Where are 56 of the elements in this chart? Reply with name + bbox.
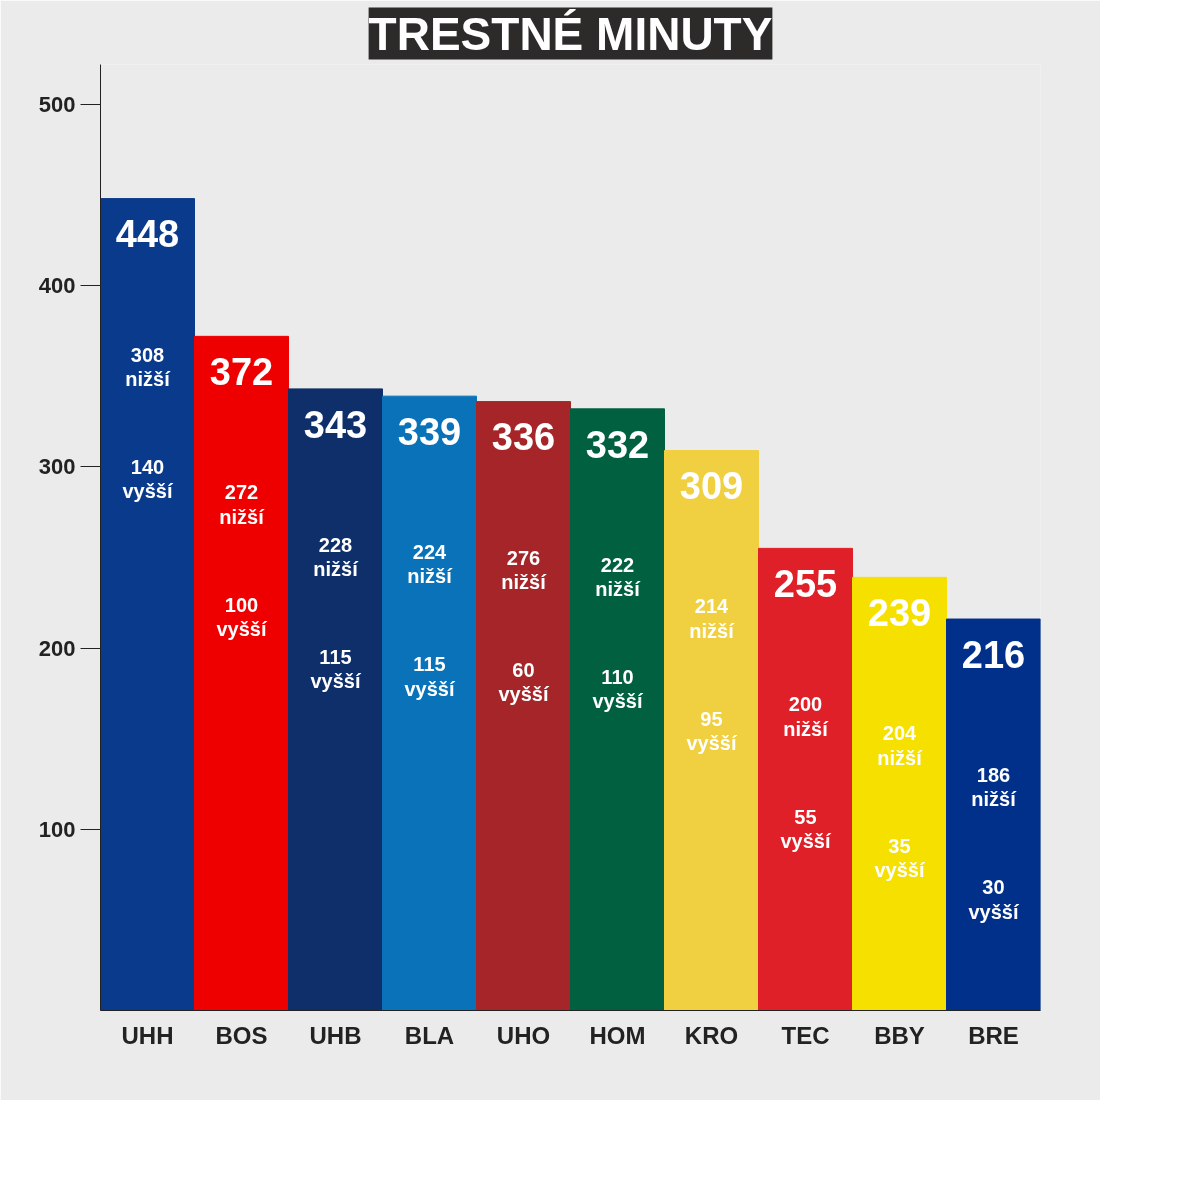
bar [946, 618, 1041, 1011]
data-label: 339 [397, 410, 462, 453]
x-tick-label: BRE [968, 1021, 1019, 1049]
annotation: 272 nižší [219, 481, 266, 528]
annotation: 115 vyšší [404, 653, 456, 700]
data-label: 332 [585, 423, 650, 466]
data-label: 216 [961, 633, 1026, 676]
annotation: 100 vyšší [216, 593, 268, 640]
annotation: 308 nižší [125, 343, 172, 390]
annotation: 186 nižší [971, 764, 1018, 811]
bar [100, 198, 195, 1011]
x-tick-label: UHB [309, 1021, 362, 1049]
data-label: 255 [773, 563, 838, 606]
bar [382, 395, 477, 1011]
data-label: 372 [209, 351, 274, 394]
bar [288, 388, 383, 1011]
annotation: 35 vyšší [874, 834, 926, 881]
y-tick-label: 500 [38, 91, 76, 117]
bar [852, 576, 947, 1011]
annotation: 115 vyšší [310, 646, 362, 693]
data-label: 239 [867, 592, 932, 635]
annotation: 110 vyšší [592, 666, 644, 713]
x-tick-label: TEC [781, 1021, 830, 1049]
data-label: 343 [303, 403, 368, 446]
annotation: 95 vyšší [686, 707, 738, 755]
chart-title: TRESTNÉ MINUTY [368, 7, 773, 60]
data-label: 448 [115, 213, 180, 256]
annotation: 55 vyšší [780, 805, 832, 852]
y-tick-label: 100 [38, 816, 76, 842]
annotation: 214 nižší [689, 595, 736, 642]
x-tick-label: BOS [215, 1021, 268, 1049]
bar [664, 450, 759, 1011]
bar [476, 401, 571, 1011]
annotation: 204 nižší [877, 722, 924, 769]
y-tick-label: 400 [38, 273, 76, 299]
x-tick-label: BBY [874, 1021, 925, 1049]
annotation: 140 vyšší [122, 455, 174, 503]
x-tick-label: BLA [404, 1021, 455, 1049]
x-tick-label: KRO [684, 1021, 739, 1049]
annotation: 224 nižší [407, 541, 454, 588]
x-tick-label: HOM [589, 1021, 646, 1049]
annotation: 200 nižší [783, 693, 830, 740]
y-tick-label: 300 [38, 454, 76, 480]
annotation: 228 nižší [313, 533, 360, 581]
annotation: 276 nižší [501, 546, 548, 593]
x-tick-label: UHO [496, 1021, 551, 1049]
annotation: 222 nižší [595, 553, 642, 601]
bar [570, 408, 665, 1011]
x-tick-label: UHH [121, 1021, 174, 1049]
bar [194, 335, 289, 1011]
data-label: 309 [679, 465, 744, 508]
annotation: 30 vyšší [968, 876, 1020, 923]
data-label: 336 [491, 416, 556, 459]
annotation: 60 vyšší [498, 658, 550, 706]
bar [758, 547, 853, 1011]
y-tick-label: 200 [38, 635, 76, 661]
